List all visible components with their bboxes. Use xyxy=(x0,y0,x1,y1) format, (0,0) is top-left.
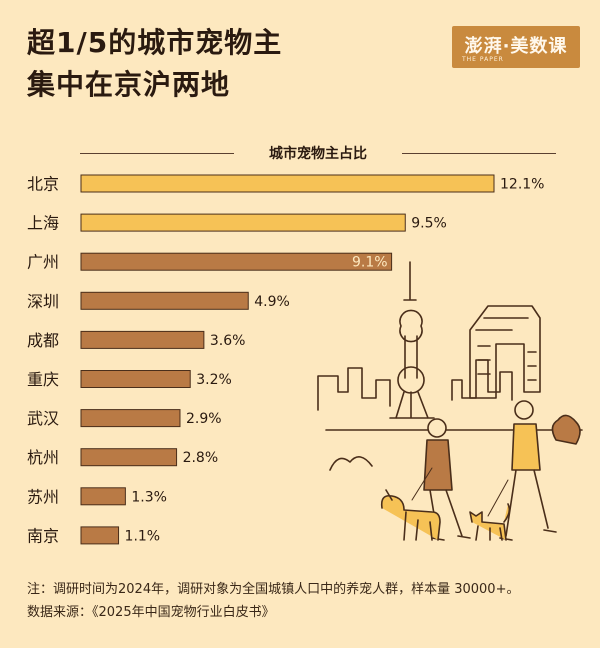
dog-illustration xyxy=(380,489,441,541)
category-label: 重庆 xyxy=(27,370,59,389)
value-label: 12.1% xyxy=(500,177,544,193)
category-label: 成都 xyxy=(27,331,59,350)
leash-lines xyxy=(411,467,509,517)
chart-title-row: 城市宠物主占比 xyxy=(80,143,556,163)
title-line-2: 集中在京沪两地 xyxy=(27,68,231,101)
value-label: 2.8% xyxy=(183,450,219,466)
value-label: 2.9% xyxy=(186,411,222,427)
bar xyxy=(80,487,126,506)
chart-title-rule-right xyxy=(402,153,556,154)
bar xyxy=(80,409,181,428)
brand-logo-subtext: THE PAPER xyxy=(462,56,504,63)
bush-illustration xyxy=(551,414,581,445)
tower-illustration xyxy=(389,261,435,419)
bar xyxy=(80,448,178,467)
value-label: 9.5% xyxy=(411,216,447,232)
bars-group: 北京 12.1% 上海 9.5% 广州 9.1% 深圳 4.9% 成都 3.6% 重庆 3.2% 武汉 2… xyxy=(27,174,544,545)
category-label: 武汉 xyxy=(27,409,59,428)
brand-logo-text: 澎湃·美数课 xyxy=(464,36,568,57)
value-label: 9.1% xyxy=(352,255,388,271)
value-label: 3.2% xyxy=(196,372,232,388)
category-label: 上海 xyxy=(27,214,59,233)
ground-line xyxy=(325,429,583,471)
footnote-note: 注：调研时间为2024年，调研对象为全国城镇人口中的养宠人群，样本量 30000… xyxy=(27,582,520,597)
bar xyxy=(80,252,393,271)
cctv-building-illustration xyxy=(469,305,541,399)
category-label: 杭州 xyxy=(27,448,59,467)
value-label: 3.6% xyxy=(210,333,246,349)
chart-title-rule-left xyxy=(80,153,234,154)
title-line-1: 超1/5的城市宠物主 xyxy=(27,26,283,59)
page-title: 超1/5的城市宠物主 集中在京沪两地 xyxy=(27,22,282,106)
value-label: 1.1% xyxy=(125,528,161,544)
city-pets-illustration xyxy=(317,261,583,541)
footnote-source: 数据来源：《2025年中国宠物行业白皮书》 xyxy=(27,605,275,620)
value-label: 1.3% xyxy=(131,489,167,505)
person-two-illustration xyxy=(499,423,557,541)
category-label: 广州 xyxy=(27,253,59,272)
category-label: 苏州 xyxy=(27,487,59,506)
bar xyxy=(80,213,406,232)
chart-title: 城市宠物主占比 xyxy=(269,146,367,162)
bar xyxy=(80,526,120,545)
footnote: 注：调研时间为2024年，调研对象为全国城镇人口中的养宠人群，样本量 30000… xyxy=(27,578,519,624)
bar xyxy=(80,174,495,193)
brand-logo: 澎湃·美数课 THE PAPER xyxy=(452,26,580,68)
cat-illustration xyxy=(469,503,511,541)
bar xyxy=(80,370,191,388)
value-label: 4.9% xyxy=(254,294,290,310)
category-label: 北京 xyxy=(27,175,59,194)
bar xyxy=(80,330,205,349)
category-label: 深圳 xyxy=(27,292,59,311)
bar xyxy=(80,291,249,310)
category-label: 南京 xyxy=(27,526,59,545)
